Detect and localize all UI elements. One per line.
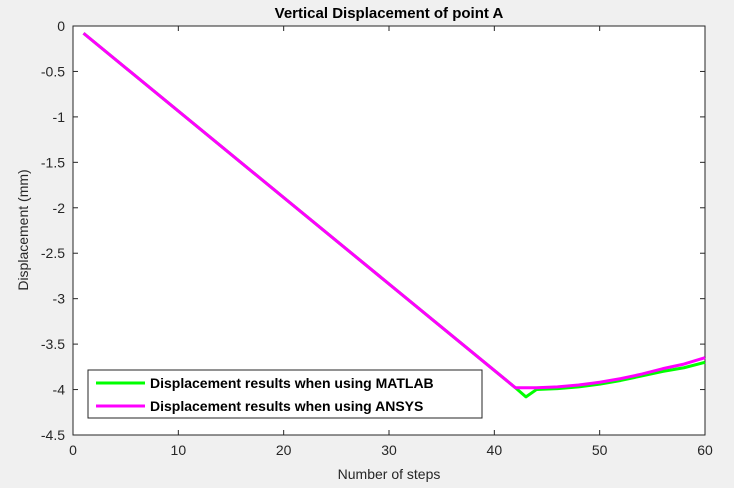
y-tick-label: 0 [57,18,65,34]
x-tick-label: 10 [171,442,187,458]
x-tick-label: 50 [592,442,608,458]
series-line-1 [82,32,706,390]
plot-lines [82,32,706,399]
x-tick-label: 30 [381,442,397,458]
legend-label-matlab: Displacement results when using MATLAB [150,375,434,391]
y-axis-label: Displacement (mm) [15,169,31,290]
y-tick-label: -3 [53,291,66,307]
y-tick-label: -2.5 [41,245,65,261]
x-tick-label: 40 [487,442,503,458]
y-tick-label: -4 [53,382,66,398]
x-tick-labels: 0 10 20 30 40 50 60 [69,442,713,458]
legend-label-ansys: Displacement results when using ANSYS [150,398,423,414]
chart-title: Vertical Displacement of point A [275,5,504,22]
y-tick-label: -4.5 [41,427,65,443]
axis-ticks [72,25,706,436]
y-tick-label: -0.5 [41,63,65,79]
x-tick-label: 0 [69,442,77,458]
y-tick-label: -1.5 [41,154,65,170]
x-tick-label: 60 [697,442,713,458]
y-tick-labels: 0 -0.5 -1 -1.5 -2 -2.5 -3 -3.5 -4 -4.5 [41,18,65,443]
plot-area [72,25,706,436]
x-tick-label: 20 [276,442,292,458]
y-tick-label: -3.5 [41,336,65,352]
y-tick-label: -1 [53,109,66,125]
x-axis-label: Number of steps [338,466,441,482]
series-line-0 [82,32,706,399]
legend-box [87,369,483,419]
legend: Displacement results when using MATLAB D… [87,369,483,419]
y-tick-label: -2 [53,200,66,216]
